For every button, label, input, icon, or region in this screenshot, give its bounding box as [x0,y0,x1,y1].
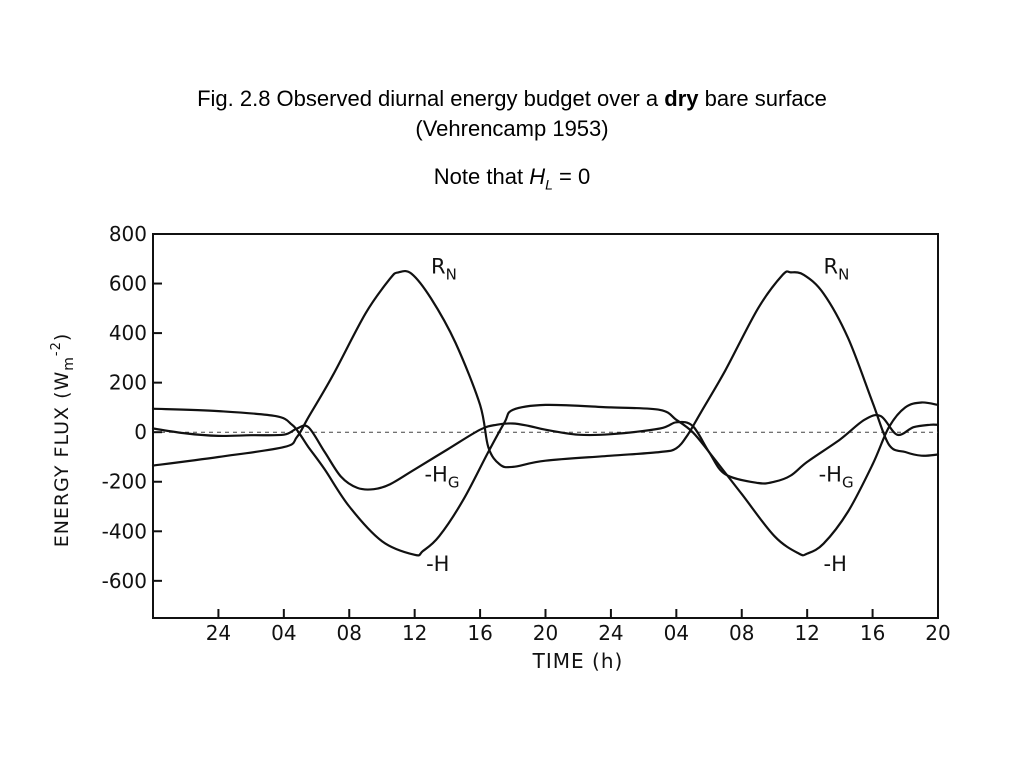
curve-label: -H [824,552,847,576]
y-axis-label: ENERGY FLUX (Wm-2) [49,333,77,548]
curve-label: -HG [819,463,854,492]
y-tick-label: -200 [102,470,147,494]
x-tick-label: 16 [467,621,492,645]
x-axis-ticks: 24 04 08 12 16 20 24 04 08 12 16 20 [206,609,951,645]
x-tick-label: 04 [664,621,689,645]
y-tick-label: 200 [109,371,147,395]
figure-title-bold: dry [664,86,699,111]
curve-label: -HG [424,463,459,492]
curve-label-sub: G [448,474,460,492]
y-axis-ticks: 800 600 400 200 0 -200 -400 -600 [102,222,162,593]
y-axis-label-main: ENERGY FLUX (W [51,371,73,548]
x-tick-label: 16 [860,621,885,645]
y-tick-label: 0 [134,420,147,444]
x-tick-label: 08 [337,621,362,645]
x-tick-label: 08 [729,621,754,645]
y-tick-label: 400 [109,321,147,345]
x-tick-label: 24 [206,621,231,645]
curve-labels: RN RN-HG -HG-H -H [424,255,853,576]
figure-subtitle: (Vehrencamp 1953) [415,116,609,141]
y-axis-label-close: ) [51,333,73,341]
curve-label-sub: N [446,266,457,284]
x-axis-label: TIME (h) [532,649,624,673]
curve-label-main: -H [424,463,447,487]
y-tick-label: 800 [109,222,147,246]
x-tick-label: 04 [271,621,296,645]
figure-title: Fig. 2.8 Observed diurnal energy budget … [0,86,1024,112]
curve-label: RN [431,255,457,284]
note-var: H [529,164,546,189]
note-prefix: Note that [433,164,530,189]
x-tick-label: 24 [598,621,623,645]
y-axis-label-m: m [61,356,77,371]
figure-title-suffix: bare surface [698,86,827,111]
note-sub: L [545,176,553,193]
curve-label-main: -H [426,552,449,576]
curve-label-sub: N [838,266,849,284]
x-tick-label: 20 [533,621,558,645]
y-tick-label: 600 [109,272,147,296]
curve-label-main: -H [819,463,842,487]
y-tick-label: -400 [102,519,147,543]
y-axis-label-exp: -2 [49,341,64,356]
series-line-hg [151,413,940,491]
plot-frame [152,233,939,619]
curve-label: -H [426,552,449,576]
y-tick-label: -600 [102,569,147,593]
curve-label: RN [824,255,850,284]
curve-label-main: -H [824,552,847,576]
x-tick-label: 12 [402,621,427,645]
curve-label-main: R [431,255,446,279]
series-line-h [151,401,940,557]
curve-label-sub: G [842,474,854,492]
series-line-rn [151,269,940,469]
figure-title-prefix: Fig. 2.8 Observed diurnal energy budget … [197,86,665,111]
x-tick-label: 12 [794,621,819,645]
x-tick-label: 20 [925,621,950,645]
note-suffix: = 0 [552,164,591,189]
series-lines [151,269,940,557]
curve-label-main: R [824,255,839,279]
note-text: Note that HL = 0 [0,164,1024,193]
